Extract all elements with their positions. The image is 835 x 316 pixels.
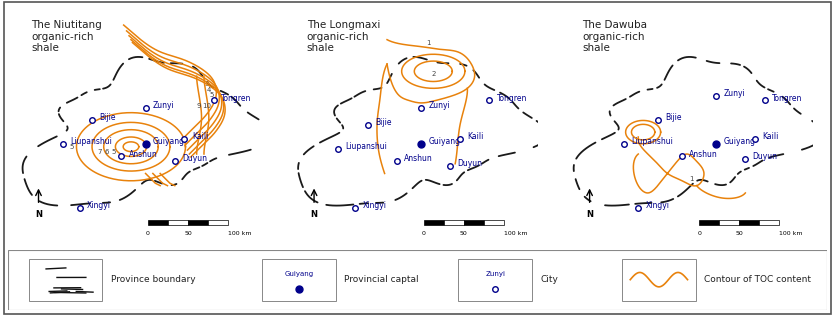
Text: 5: 5 <box>112 149 116 155</box>
Bar <box>719 220 739 225</box>
Text: Tongren: Tongren <box>221 94 251 103</box>
Bar <box>168 220 188 225</box>
FancyBboxPatch shape <box>622 258 696 301</box>
Text: Anshun: Anshun <box>690 149 718 159</box>
Text: 0: 0 <box>697 231 701 236</box>
Text: 9: 9 <box>197 103 201 109</box>
Text: 100 km: 100 km <box>504 231 528 236</box>
Text: Guiyang: Guiyang <box>284 271 313 277</box>
Bar <box>699 220 719 225</box>
Text: The Longmaxi
organic-rich
shale: The Longmaxi organic-rich shale <box>306 20 380 53</box>
Text: Guiyang: Guiyang <box>428 137 460 146</box>
Text: Liupanshui: Liupanshui <box>631 137 673 146</box>
Text: 100 km: 100 km <box>779 231 803 236</box>
Text: 6: 6 <box>104 149 109 155</box>
Bar <box>739 220 759 225</box>
Text: Zunyi: Zunyi <box>723 89 745 98</box>
Text: Liupanshui: Liupanshui <box>70 137 112 146</box>
Text: 5: 5 <box>210 92 214 98</box>
Text: 0: 0 <box>146 231 150 236</box>
Text: 5: 5 <box>69 144 74 150</box>
FancyBboxPatch shape <box>28 258 103 301</box>
Text: Anshun: Anshun <box>404 155 433 163</box>
Text: Kaili: Kaili <box>192 132 208 142</box>
Text: N: N <box>35 210 42 219</box>
Text: Kaili: Kaili <box>762 132 779 142</box>
Bar <box>208 220 228 225</box>
Text: Zunyi: Zunyi <box>485 271 505 277</box>
Text: Bijie: Bijie <box>665 113 681 122</box>
Text: Guiyang: Guiyang <box>153 137 185 146</box>
Text: Tongren: Tongren <box>772 94 802 103</box>
Text: Duyun: Duyun <box>182 155 207 163</box>
Text: The Niutitang
organic-rich
shale: The Niutitang organic-rich shale <box>31 20 102 53</box>
FancyBboxPatch shape <box>262 258 336 301</box>
Text: 3: 3 <box>204 81 209 87</box>
Text: N: N <box>586 210 593 219</box>
Text: N: N <box>311 210 317 219</box>
Text: Zunyi: Zunyi <box>153 101 175 110</box>
Text: Liupanshui: Liupanshui <box>346 142 387 151</box>
Text: Tongren: Tongren <box>497 94 527 103</box>
Text: The Dawuba
organic-rich
shale: The Dawuba organic-rich shale <box>582 20 647 53</box>
Text: 1: 1 <box>690 176 694 182</box>
Text: 2: 2 <box>431 71 436 77</box>
Bar <box>148 220 168 225</box>
Text: Bijie: Bijie <box>99 113 116 122</box>
Text: 0: 0 <box>422 231 426 236</box>
Text: Bijie: Bijie <box>375 118 392 127</box>
Bar <box>483 220 504 225</box>
Text: 1: 1 <box>426 40 431 46</box>
Text: 7: 7 <box>97 149 102 155</box>
Bar <box>188 220 208 225</box>
Text: Xingyi: Xingyi <box>87 201 111 210</box>
Text: Xingyi: Xingyi <box>362 201 387 210</box>
Text: Zunyi: Zunyi <box>428 101 450 110</box>
FancyBboxPatch shape <box>458 258 532 301</box>
Text: Duyun: Duyun <box>752 152 777 161</box>
Text: Xingyi: Xingyi <box>645 201 670 210</box>
Bar <box>443 220 463 225</box>
Bar <box>759 220 779 225</box>
Text: Guiyang: Guiyang <box>723 137 756 146</box>
Text: Contour of TOC content: Contour of TOC content <box>704 275 811 284</box>
Text: 4: 4 <box>207 87 211 93</box>
Bar <box>423 220 443 225</box>
Text: Anshun: Anshun <box>129 149 157 159</box>
Text: Duyun: Duyun <box>458 159 483 168</box>
Text: 50: 50 <box>185 231 192 236</box>
Text: Provincial captal: Provincial captal <box>344 275 418 284</box>
Bar <box>463 220 483 225</box>
Text: Province boundary: Province boundary <box>110 275 195 284</box>
Text: Kaili: Kaili <box>468 132 483 142</box>
Text: 50: 50 <box>460 231 468 236</box>
Text: 50: 50 <box>736 231 743 236</box>
Text: City: City <box>540 275 558 284</box>
Text: 10: 10 <box>202 103 211 109</box>
Text: 100 km: 100 km <box>228 231 252 236</box>
